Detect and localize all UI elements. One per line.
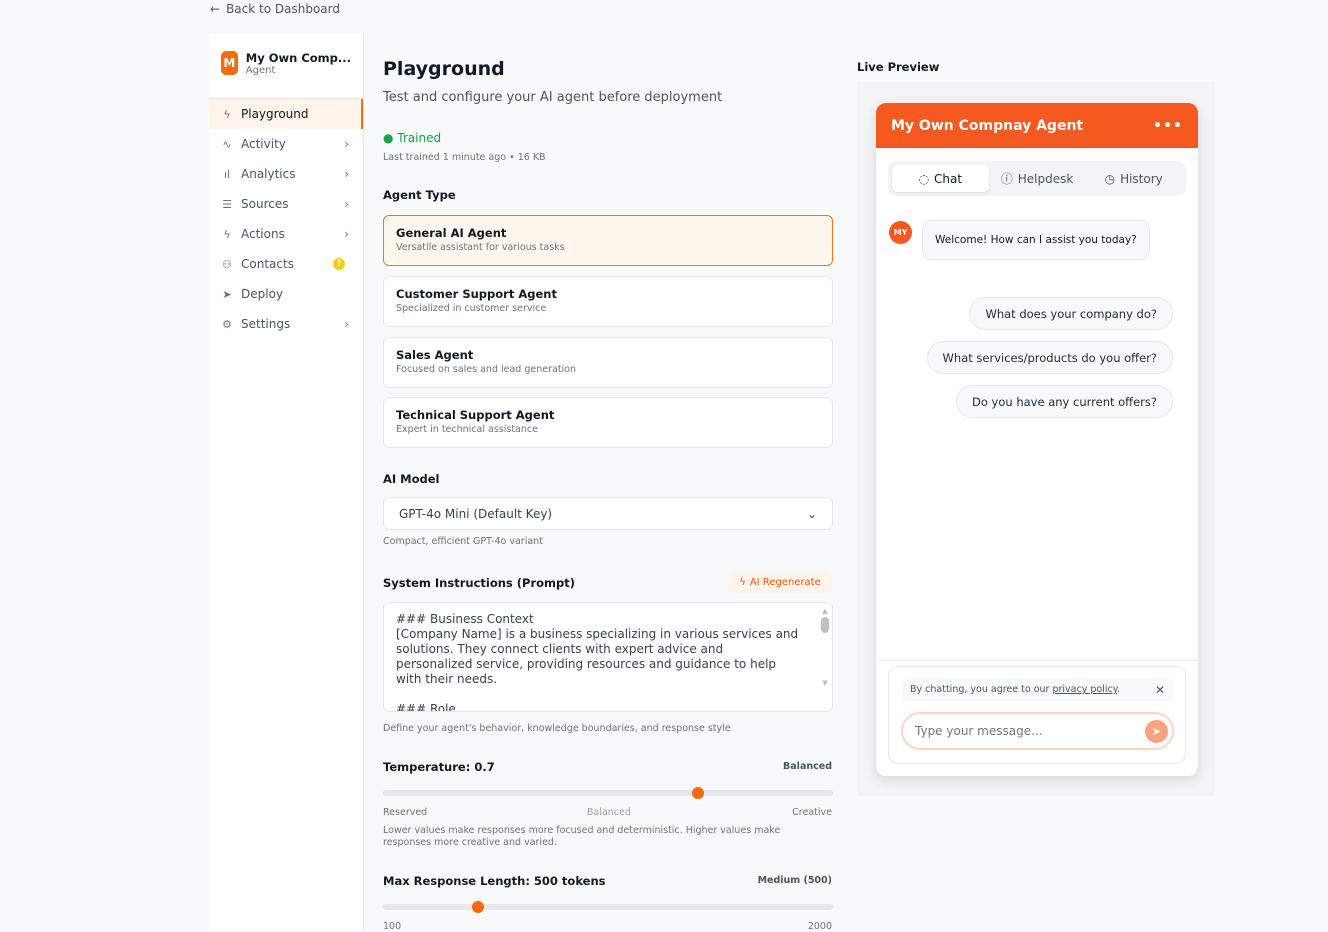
send-button[interactable]: ➤ [1145,719,1168,743]
database-icon: ☰ [222,197,232,211]
temperature-max-label: Creative [792,807,832,818]
temperature-slider-thumb[interactable] [692,787,704,799]
trained-status: ● Trained [383,131,442,145]
agent-name: My Own Comp... [245,51,351,65]
more-icon[interactable]: ••• [1153,117,1183,134]
sidebar-item-activity[interactable]: ∿ Activity › [222,137,349,151]
sidebar-item-settings[interactable]: ⚙ Settings › [222,317,349,331]
max-length-label: Max Response Length: 500 tokens [383,874,606,888]
warning-badge: ! [333,258,345,270]
chat-widget: My Own Compnay Agent ••• ◌ Chat ⓘ Helpdesk … [876,103,1198,776]
privacy-notice: By chatting, you agree to our privacy po… [902,678,1173,701]
agent-type-customer-support[interactable]: Customer Support Agent Specialized in cus… [383,276,833,327]
tab-chat[interactable]: ◌ Chat [892,165,989,192]
sidebar-item-deploy[interactable]: ➤ Deploy [222,287,284,301]
chevron-right-icon: › [344,197,349,211]
sidebar: M My Own Comp... Agent ϟ Playground ∿ Activ… [209,34,364,930]
message-input-wrapper: ➤ [901,712,1174,750]
back-to-dashboard-link[interactable]: ← Back to Dashboard [210,2,340,16]
page-title: Playground [383,58,505,80]
ai-model-label: AI Model [383,472,440,486]
sidebar-item-contacts[interactable]: ⚇ Contacts! [209,249,363,279]
bot-avatar: MY [889,221,912,244]
agent-type-general[interactable]: General AI Agent Versatile assistant for … [383,215,833,266]
prompt-scrollbar[interactable]: ▲ ▼ [821,607,829,687]
temperature-label: Temperature: 0.7 [383,760,495,774]
sidebar-item-sources[interactable]: ☰ Sources › [222,197,349,211]
chevron-right-icon: › [344,137,349,151]
live-preview-label: Live Preview [857,60,940,74]
tab-history[interactable]: ◷ History [1104,171,1163,186]
chat-bubble-icon: ◌ [918,171,930,186]
agent-type-sales[interactable]: Sales Agent Focused on sales and lead gen… [383,337,833,388]
bar-chart-icon: ıl [223,167,231,181]
send-icon: ➤ [222,287,232,301]
temperature-mode: Balanced [783,761,832,772]
gear-icon: ⚙ [222,317,232,331]
prompt-label: System Instructions (Prompt) [383,576,575,590]
page-subtitle: Test and configure your AI agent before … [383,90,723,105]
message-input[interactable] [915,724,1145,738]
temperature-min-label: Reserved [383,807,428,818]
suggestion-button[interactable]: What services/products do you offer? [926,341,1173,374]
ai-model-hint: Compact, efficient GPT-4o variant [383,536,543,547]
sidebar-item-playground[interactable]: ϟ Playground [209,99,363,129]
activity-icon: ∿ [222,137,232,151]
agent-brand: M My Own Comp... Agent [209,34,363,99]
bolt-icon: ϟ [739,577,746,588]
max-length-max-label: 2000 [807,921,832,932]
chat-tabs: ◌ Chat ⓘ Helpdesk ◷ History [888,161,1186,196]
welcome-message: Welcome! How can I assist you today? [922,220,1150,260]
clock-icon: ◷ [1104,171,1116,186]
max-length-slider[interactable] [383,901,833,913]
prompt-textarea[interactable]: ### Business Context [Company Name] is a… [383,602,833,712]
temperature-hint: Lower values make responses more focused… [383,825,781,848]
help-circle-icon: ⓘ [1000,172,1013,186]
chat-title: My Own Compnay Agent [891,117,1084,134]
agent-subtitle: Agent [245,65,276,76]
agent-logo: M [221,51,238,75]
bolt-icon: ϟ [223,107,231,121]
ai-model-select[interactable]: GPT-4o Mini (Default Key) ⌄ [383,497,833,530]
sidebar-item-actions[interactable]: ϟ Actions › [209,219,363,249]
max-length-slider-thumb[interactable] [471,901,484,913]
suggestion-button[interactable]: What does your company do? [969,297,1173,330]
users-icon: ⚇ [222,257,232,271]
chevron-down-icon: ⌄ [806,506,817,521]
privacy-policy-link[interactable]: privacy policy [1052,684,1117,695]
send-icon: ➤ [1151,724,1162,738]
ai-regenerate-button[interactable]: ϟ AI Regenerate [728,572,832,593]
trained-meta: Last trained 1 minute ago • 16 KB [383,152,546,163]
close-icon[interactable]: ✕ [1154,682,1165,697]
max-length-min-label: 100 [383,921,402,932]
agent-type-technical-support[interactable]: Technical Support Agent Expert in technic… [383,397,833,448]
temperature-slider[interactable] [383,787,833,799]
bolt-icon: ϟ [223,227,231,241]
suggestion-button[interactable]: Do you have any current offers? [956,385,1173,418]
prompt-hint: Define your agent's behavior, knowledge … [383,723,731,734]
chat-footer: By chatting, you agree to our privacy po… [888,666,1186,764]
chevron-right-icon: › [344,317,349,331]
max-length-mode: Medium (500) [757,875,832,886]
arrow-left-icon: ← [210,2,221,16]
agent-type-label: Agent Type [383,188,456,202]
tab-helpdesk[interactable]: ⓘ Helpdesk [1000,171,1074,187]
chat-header: My Own Compnay Agent ••• [876,103,1198,148]
sidebar-item-analytics[interactable]: ıl Analytics › [209,159,363,189]
temperature-mid-label: Balanced [587,807,631,818]
chevron-right-icon: › [344,167,349,181]
chevron-right-icon: › [344,227,349,241]
